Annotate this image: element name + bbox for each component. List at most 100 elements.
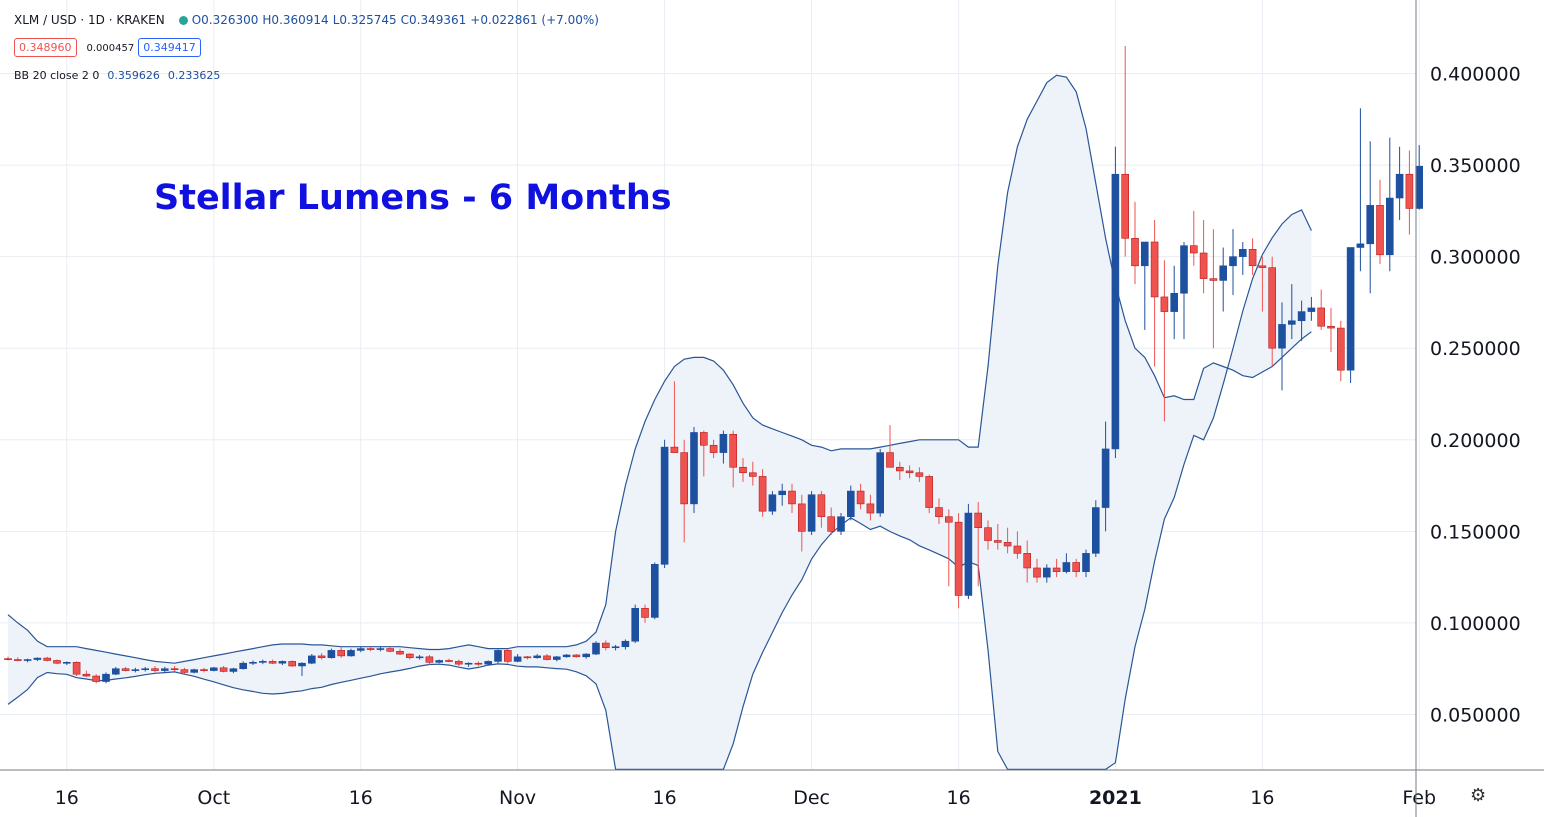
bollinger-legend[interactable]: BB 20 close 2 0 0.359626 0.233625 — [14, 69, 224, 82]
ohlc-change: +0.022861 (+7.00%) — [470, 13, 599, 27]
candle-body — [944, 516, 953, 523]
candle — [1337, 320, 1345, 382]
symbol-label[interactable]: XLM / USD · 1D · KRAKEN — [14, 13, 165, 27]
candle-body — [1190, 245, 1198, 254]
candle-body — [1258, 265, 1267, 268]
bollinger-bands — [7, 74, 1312, 771]
candle — [405, 653, 414, 660]
candle — [112, 666, 120, 676]
candle — [151, 665, 159, 673]
candle — [729, 430, 738, 488]
candle — [876, 448, 885, 517]
candle — [298, 662, 306, 677]
candle — [944, 509, 953, 587]
candle — [788, 483, 796, 514]
candle — [621, 639, 630, 650]
candle-body — [268, 661, 277, 664]
candle — [1366, 141, 1374, 294]
y-tick-label: 0.150000 — [1430, 521, 1521, 543]
candle-body — [435, 660, 444, 663]
candle — [4, 656, 12, 661]
candle — [680, 439, 689, 543]
candle — [347, 648, 355, 657]
x-tick-label: Feb — [1402, 787, 1436, 809]
candle-body — [1101, 448, 1110, 508]
candle-body — [748, 472, 757, 477]
candle-body — [1376, 205, 1384, 256]
candle — [582, 653, 591, 659]
candle-body — [964, 512, 973, 596]
candle — [72, 661, 81, 677]
candle — [229, 667, 238, 674]
candle — [778, 483, 787, 506]
buy-price-box[interactable]: 0.349417 — [138, 38, 201, 57]
candle — [993, 524, 1002, 550]
candle-body — [543, 655, 551, 660]
candle — [1082, 549, 1090, 578]
candle — [1209, 229, 1218, 349]
bb-label[interactable]: BB 20 close 2 0 — [14, 69, 100, 82]
candle — [1170, 265, 1178, 340]
candle-body — [886, 452, 894, 468]
candle-body — [503, 650, 512, 662]
candle — [425, 654, 434, 666]
candle-body — [1327, 325, 1335, 329]
candle-body — [1131, 238, 1139, 267]
candle-body — [1199, 252, 1208, 279]
candle-body — [484, 661, 493, 665]
ohlc-high: H0.360914 — [262, 13, 329, 27]
candle-body — [278, 661, 287, 664]
candle — [415, 654, 424, 660]
candle-body — [513, 656, 522, 662]
candle-body — [915, 472, 924, 477]
candle — [543, 654, 551, 661]
candle-body — [984, 527, 992, 541]
candle-body — [788, 490, 796, 505]
candle-body — [14, 659, 22, 661]
candle — [768, 491, 777, 515]
candle-body — [1121, 173, 1129, 239]
ohlc-open: O0.326300 — [191, 13, 259, 27]
symbol-legend[interactable]: XLM / USD · 1D · KRAKEN O0.326300 H0.36091… — [14, 13, 603, 27]
sell-price-box[interactable]: 0.348960 — [14, 38, 77, 57]
candle — [53, 659, 61, 665]
candle-body — [112, 668, 120, 675]
candle-body — [1092, 507, 1100, 554]
candle — [454, 659, 463, 666]
x-tick-label: 16 — [1250, 787, 1274, 809]
candle-body — [298, 662, 306, 667]
candle — [827, 507, 836, 536]
candle-body — [1317, 307, 1325, 327]
candle — [1395, 146, 1404, 221]
y-tick-label: 0.250000 — [1430, 338, 1521, 360]
candle — [709, 439, 718, 459]
candle — [1386, 137, 1394, 272]
candle — [641, 604, 649, 623]
candle — [925, 474, 934, 514]
candle-body — [621, 640, 630, 648]
candle — [1043, 564, 1051, 583]
ohlc-close: C0.349361 — [400, 13, 467, 27]
candle-body — [1052, 567, 1061, 572]
candle — [1199, 220, 1208, 294]
candle-body — [680, 452, 689, 505]
candle — [1239, 241, 1247, 275]
candle — [121, 666, 130, 672]
candle — [1003, 527, 1012, 554]
gear-icon[interactable]: ⚙ — [1470, 785, 1487, 805]
candle-body — [219, 667, 228, 672]
candle — [719, 430, 728, 464]
candle — [239, 661, 247, 670]
candle — [533, 654, 542, 659]
candle — [1356, 108, 1365, 272]
candle-body — [327, 650, 336, 659]
candle-body — [1386, 197, 1394, 256]
candle-body — [1229, 256, 1237, 267]
candle — [935, 498, 943, 525]
candle — [856, 483, 865, 510]
candle — [601, 640, 610, 651]
candle-body — [386, 648, 395, 652]
market-status-icon — [178, 16, 188, 25]
